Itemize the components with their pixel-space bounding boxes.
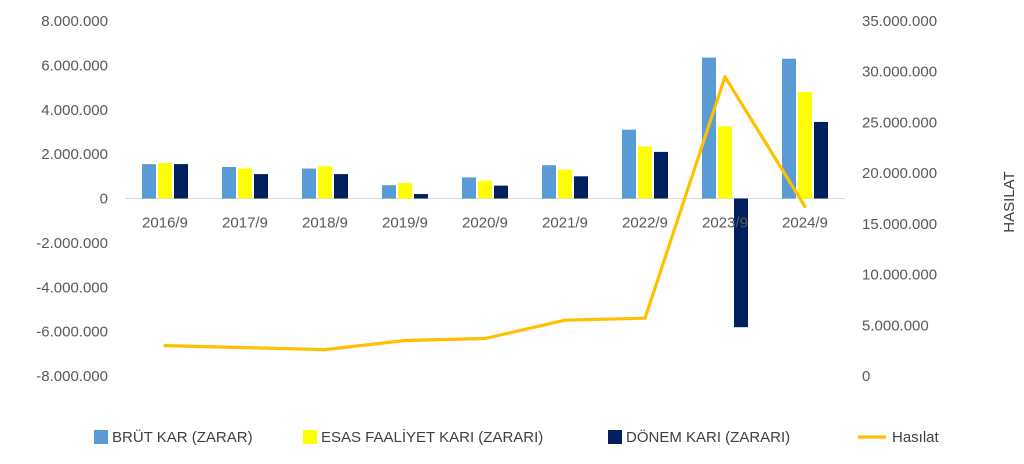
bar: [622, 129, 636, 199]
bar: [574, 176, 588, 199]
right-tick-label: 5.000.000: [862, 317, 929, 334]
bar: [814, 121, 828, 199]
category-label: 2017/9: [222, 215, 268, 232]
legend-swatch: [608, 430, 622, 444]
series-line: [163, 75, 807, 352]
left-tick-label: 2.000.000: [41, 146, 108, 163]
category-label: 2020/9: [462, 215, 508, 232]
category-label: 2024/9: [782, 215, 828, 232]
bar: [718, 126, 732, 199]
category-label: 2021/9: [542, 215, 588, 232]
bar: [638, 146, 652, 199]
right-tick-label: 35.000.000: [862, 13, 937, 30]
left-tick-label: -2.000.000: [36, 235, 108, 252]
right-tick-label: 30.000.000: [862, 64, 937, 81]
bar: [654, 151, 668, 199]
left-tick-label: 4.000.000: [41, 102, 108, 119]
bar: [478, 180, 492, 199]
bar: [542, 165, 556, 199]
bar: [174, 164, 188, 199]
left-tick-label: 6.000.000: [41, 57, 108, 74]
right-axis: 0 5.000.000 10.000.000 15.000.000 20.000.000…: [862, 13, 937, 385]
left-tick-label: -4.000.000: [36, 279, 108, 296]
bar: [798, 92, 812, 199]
left-tick-label: -6.000.000: [36, 324, 108, 341]
bar: [782, 58, 796, 199]
category-label: 2018/9: [302, 215, 348, 232]
category-label: 2023/9: [702, 215, 748, 232]
category-label: 2016/9: [142, 215, 188, 232]
bar: [302, 168, 316, 199]
legend-label: DÖNEM KARI (ZARARI): [626, 428, 790, 446]
right-tick-label: 0: [862, 368, 870, 385]
left-tick-label: 0: [100, 191, 108, 208]
right-tick-label: 10.000.000: [862, 267, 937, 284]
bar: [318, 166, 332, 199]
bar: [238, 168, 252, 199]
category-label: 2019/9: [382, 215, 428, 232]
legend-label: ESAS FAALİYET KARI (ZARARI): [321, 428, 543, 446]
bar: [158, 163, 172, 199]
left-tick-label: 8.000.000: [41, 13, 108, 30]
right-tick-label: 25.000.000: [862, 114, 937, 131]
bar: [382, 185, 396, 199]
legend-swatch: [94, 430, 108, 444]
bar: [494, 185, 508, 199]
line-series: [163, 75, 807, 352]
bar: [734, 198, 748, 328]
bar: [398, 182, 412, 199]
legend-label: BRÜT KAR (ZARAR): [112, 428, 253, 446]
bar: [414, 194, 428, 199]
left-tick-label: -8.000.000: [36, 368, 108, 385]
category-label: 2022/9: [622, 215, 668, 232]
bar: [462, 177, 476, 199]
legend-label: Hasılat: [892, 429, 940, 446]
left-axis: -8.000.000 -6.000.000 -4.000.000 -2.000.000…: [36, 13, 108, 385]
bar-series: [142, 57, 828, 328]
bar: [558, 169, 572, 199]
category-axis: 2016/9 2017/9 2018/9 2019/9 2020/9 2021/9 2022…: [142, 215, 828, 232]
bar: [222, 166, 236, 199]
bar: [142, 164, 156, 199]
right-tick-label: 20.000.000: [862, 165, 937, 182]
legend-swatch: [303, 430, 317, 444]
right-axis-title: HASILAT: [1001, 171, 1018, 232]
right-tick-label: 15.000.000: [862, 216, 937, 233]
bar: [334, 174, 348, 199]
legend: BRÜT KAR (ZARAR) ESAS FAALİYET KARI (ZARA…: [94, 428, 940, 446]
bar: [254, 174, 268, 199]
